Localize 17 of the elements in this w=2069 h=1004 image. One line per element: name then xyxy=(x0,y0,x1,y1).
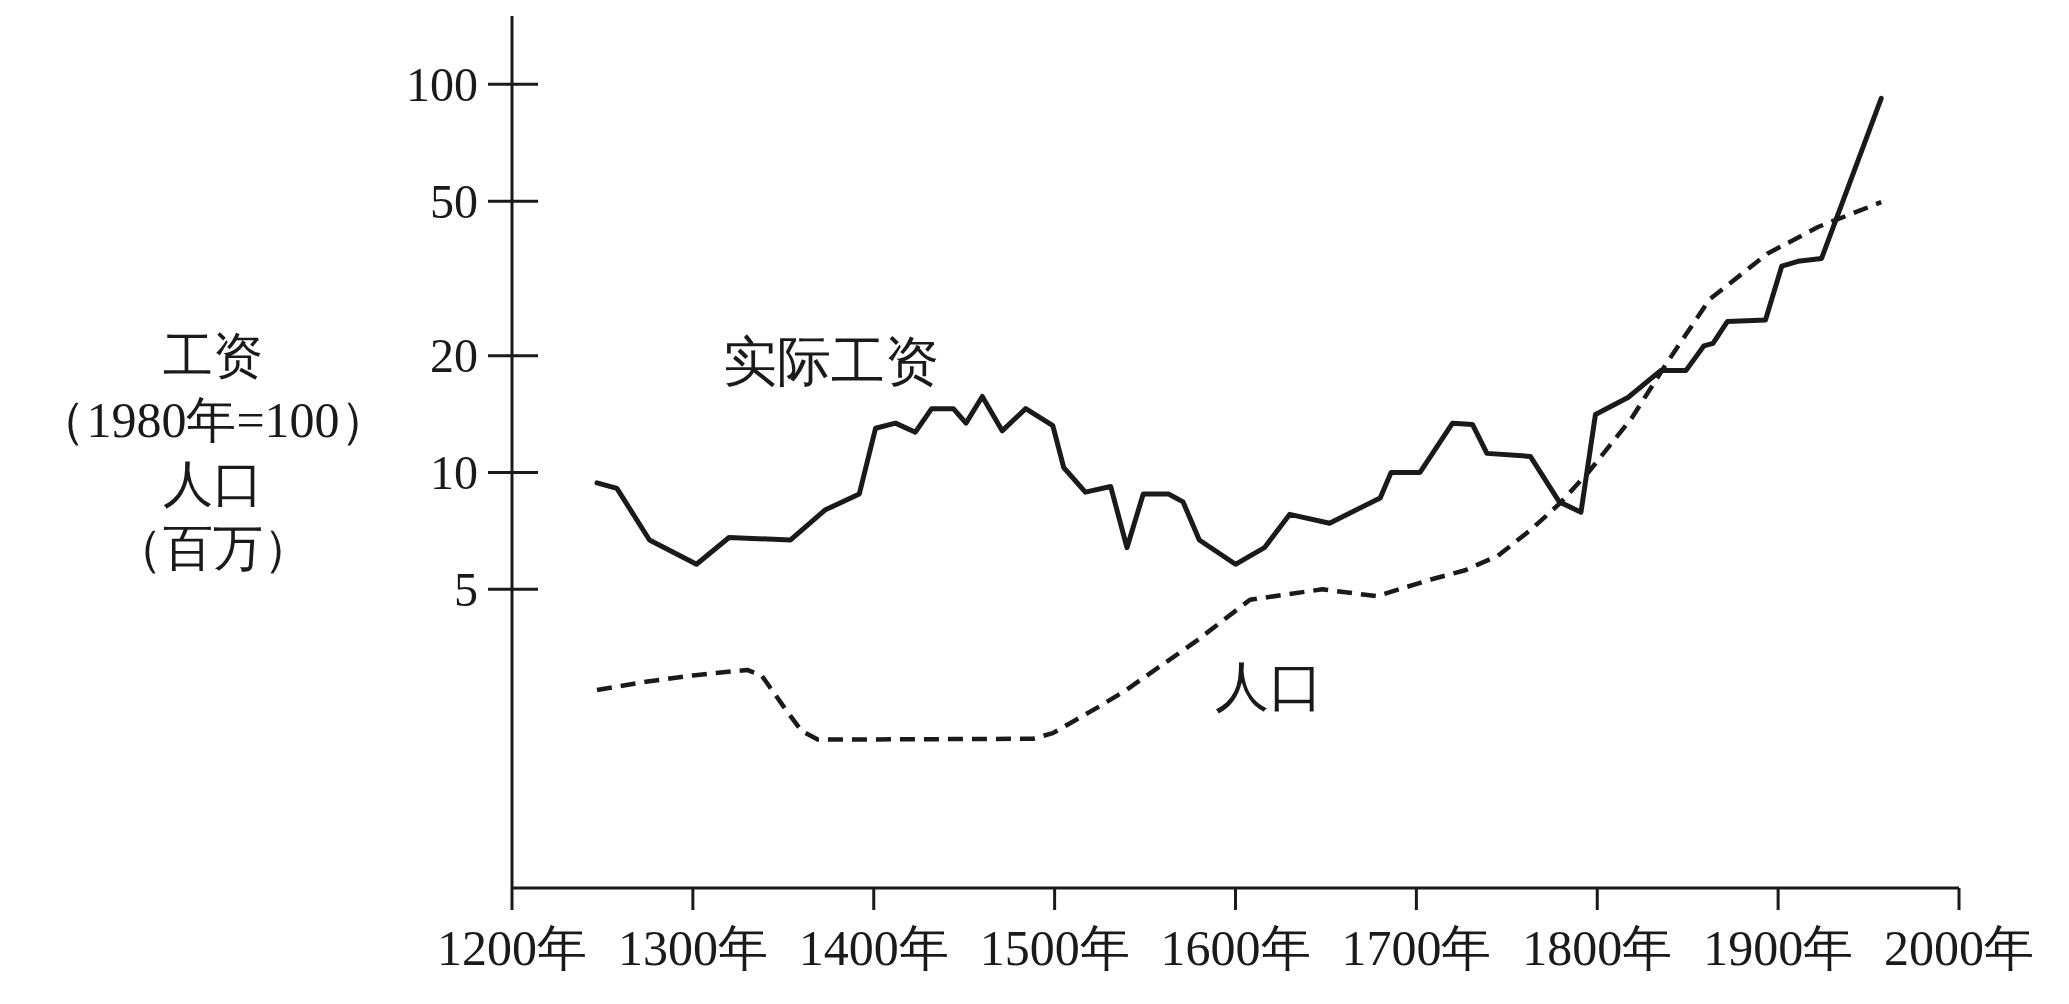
y-tick-label: 10 xyxy=(430,445,478,499)
series-label: 人口 xyxy=(1215,657,1323,717)
x-tick-label: 1200年 xyxy=(437,920,587,976)
y-tick-label: 50 xyxy=(430,174,478,228)
y-tick-label: 5 xyxy=(454,562,478,616)
x-tick-label: 1300年 xyxy=(617,920,768,976)
x-tick-label: 1500年 xyxy=(979,920,1130,976)
x-tick-label: 1900年 xyxy=(1703,920,1854,976)
x-tick-label: 2000年 xyxy=(1884,920,2034,976)
x-tick-label: 1700年 xyxy=(1341,920,1492,976)
y-axis-title: 工资（1980年=100）人口（百万） xyxy=(36,328,390,576)
x-tick-label: 1800年 xyxy=(1522,920,1673,976)
y-tick-label: 20 xyxy=(430,329,478,383)
x-tick-label: 1400年 xyxy=(798,920,949,976)
x-tick-label: 1600年 xyxy=(1160,920,1311,976)
series-label: 实际工资 xyxy=(723,332,939,392)
y-tick-label: 100 xyxy=(406,57,478,111)
